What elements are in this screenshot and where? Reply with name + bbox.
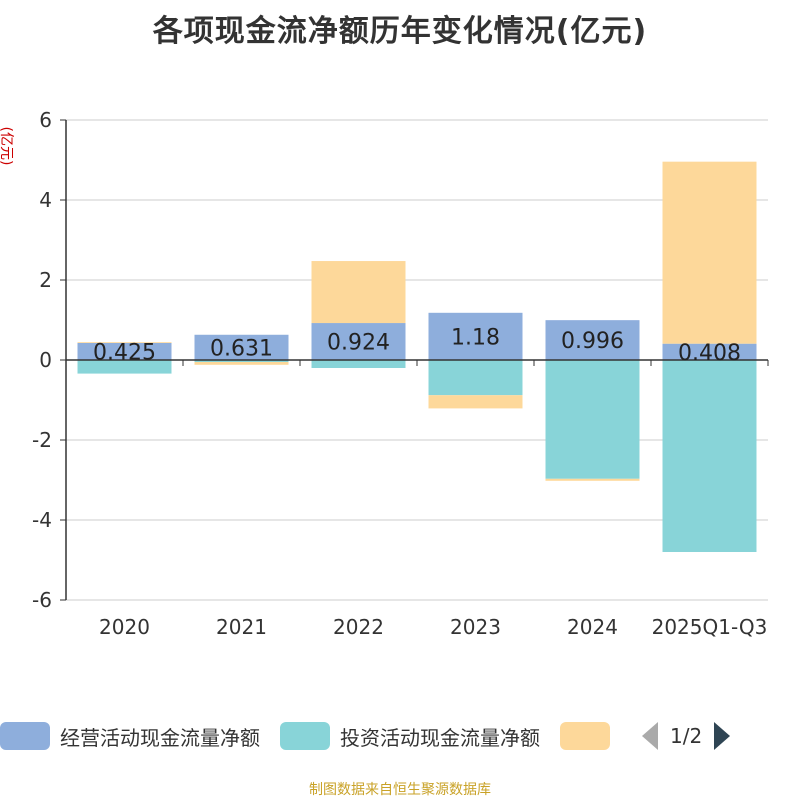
bar-investing-4 xyxy=(545,360,640,479)
bar-financing-3 xyxy=(428,395,523,409)
bar-operating-2 xyxy=(311,323,406,360)
bar-investing-3 xyxy=(428,360,523,396)
y-tick-label: -2 xyxy=(32,428,52,452)
bar-investing-0 xyxy=(77,360,172,374)
bar-operating-1 xyxy=(194,334,289,360)
y-tick-label: 2 xyxy=(39,268,52,292)
legend-swatch-financing xyxy=(560,722,610,750)
bar-operating-4 xyxy=(545,320,640,360)
legend-item-investing[interactable]: 投资活动现金流量净额 xyxy=(280,722,540,751)
legend-page-indicator: 1/2 xyxy=(670,724,703,748)
data-label: 0.631 xyxy=(210,336,273,361)
bar-operating-5 xyxy=(662,343,757,360)
data-label: 0.425 xyxy=(93,341,156,366)
legend-swatch-investing xyxy=(280,722,330,750)
bar-investing-1 xyxy=(194,360,289,362)
legend-prev-icon[interactable] xyxy=(642,722,658,750)
y-tick-label: 4 xyxy=(39,188,52,212)
chart-title: 各项现金流净额历年变化情况(亿元) xyxy=(152,14,648,49)
bar-investing-2 xyxy=(311,360,406,368)
source-note: 制图数据来自恒生聚源数据库 xyxy=(309,782,491,798)
bar-financing-1 xyxy=(194,362,289,365)
legend-item-operating[interactable]: 经营活动现金流量净额 xyxy=(0,722,260,751)
legend-label-operating: 经营活动现金流量净额 xyxy=(60,725,260,750)
data-label: 1.18 xyxy=(451,325,500,350)
chart-svg: 6 4 2 0 -2 -4 -6 0.425 0.631 0.924 1.18 0.996 0.408 2… xyxy=(32,108,769,639)
bar-financing-0 xyxy=(77,342,172,343)
x-tick-label: 2024 xyxy=(567,615,618,639)
bar-financing-5 xyxy=(662,161,757,344)
legend: 经营活动现金流量净额 投资活动现金流量净额 1/2 xyxy=(0,716,800,756)
legend-label-investing: 投资活动现金流量净额 xyxy=(340,725,540,750)
data-label: 0.408 xyxy=(678,341,741,366)
bar-operating-0 xyxy=(77,343,172,360)
y-tick-label: 6 xyxy=(39,108,52,132)
data-label: 0.996 xyxy=(561,329,624,354)
legend-pager: 1/2 xyxy=(642,722,731,750)
bar-operating-3 xyxy=(428,312,523,360)
x-tick-label: 2022 xyxy=(333,615,384,639)
x-tick-label: 2021 xyxy=(216,615,267,639)
bar-investing-5 xyxy=(662,360,757,552)
y-tick-label: 0 xyxy=(39,348,52,372)
x-tick-label: 2025Q1-Q3 xyxy=(652,615,768,639)
x-tick-label: 2023 xyxy=(450,615,501,639)
data-label: 0.924 xyxy=(327,331,390,356)
bar-financing-4 xyxy=(545,478,640,481)
y-tick-label: -6 xyxy=(32,588,52,612)
legend-next-icon[interactable] xyxy=(714,722,731,750)
y-tick-label: -4 xyxy=(32,508,52,532)
x-tick-label: 2020 xyxy=(99,615,150,639)
legend-swatch-operating xyxy=(0,722,50,750)
legend-item-financing[interactable] xyxy=(560,722,620,750)
bar-financing-2 xyxy=(311,261,406,324)
